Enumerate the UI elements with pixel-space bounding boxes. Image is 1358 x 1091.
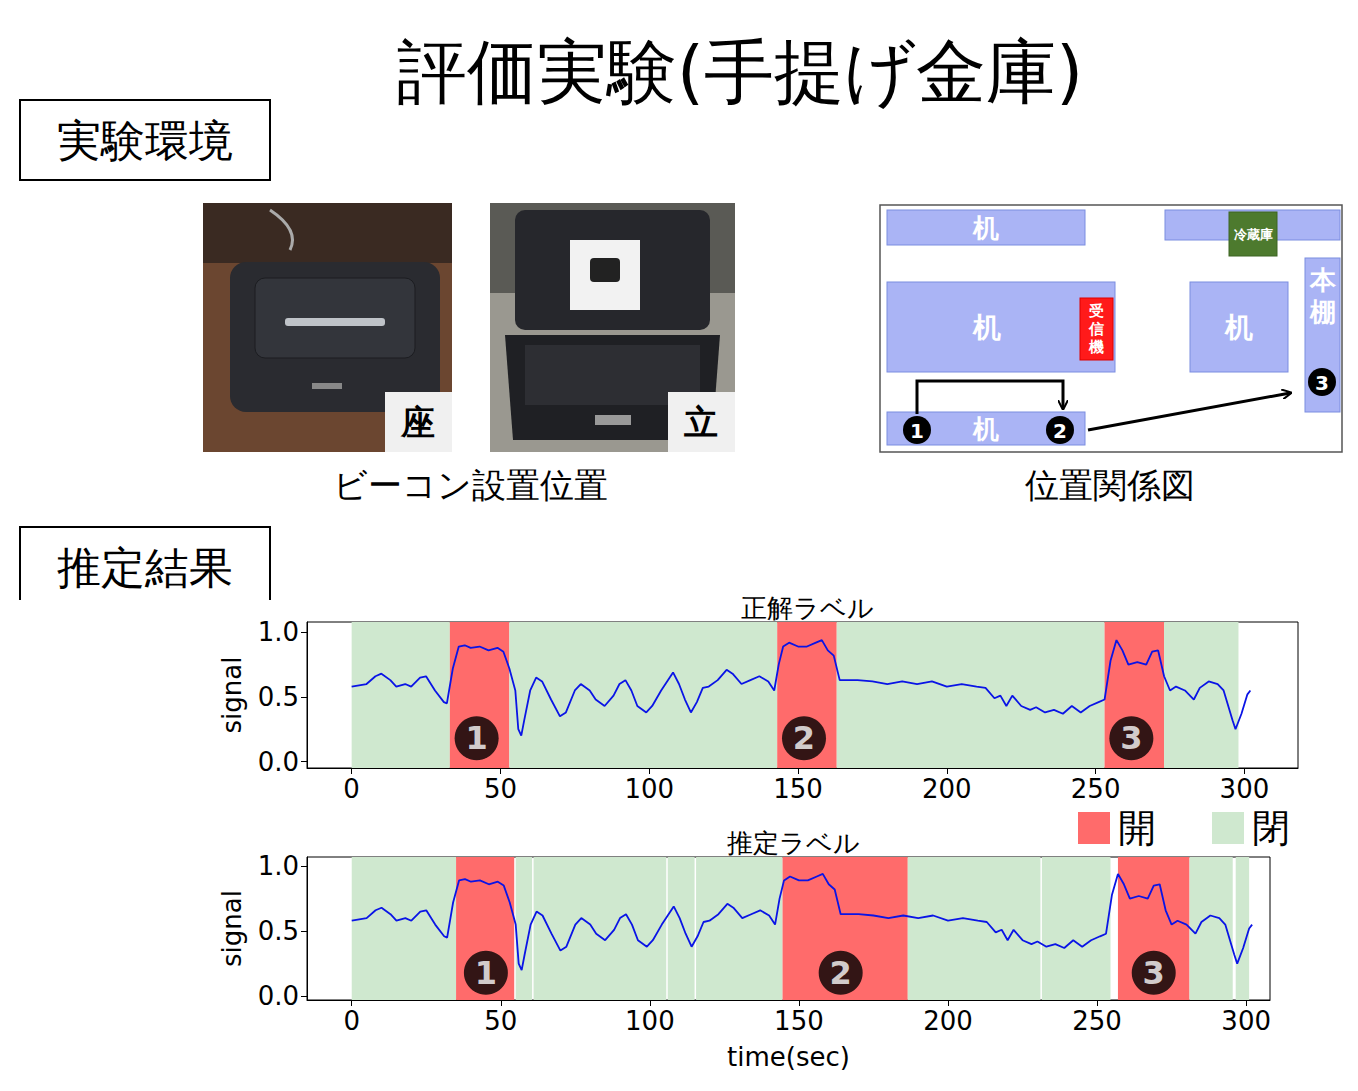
svg-text:推定結果: 推定結果 <box>57 542 233 593</box>
svg-text:本: 本 <box>1309 265 1337 295</box>
svg-text:300: 300 <box>1221 1006 1271 1036</box>
svg-text:1: 1 <box>475 954 497 992</box>
svg-text:signal: signal <box>217 890 247 967</box>
svg-text:立: 立 <box>683 402 718 442</box>
svg-text:50: 50 <box>484 1006 517 1036</box>
html-text:開: 開 <box>1118 806 1156 850</box>
svg-text:300: 300 <box>1220 774 1270 804</box>
svg-text:1.0: 1.0 <box>258 851 299 881</box>
svg-text:250: 250 <box>1071 774 1121 804</box>
svg-text:机: 机 <box>972 311 1001 344</box>
svg-text:棚: 棚 <box>1309 297 1336 327</box>
svg-text:冷蔵庫: 冷蔵庫 <box>1234 227 1273 242</box>
svg-text:座: 座 <box>400 402 435 442</box>
svg-text:机: 机 <box>1224 311 1253 344</box>
svg-text:受: 受 <box>1088 302 1104 320</box>
svg-text:150: 150 <box>773 774 823 804</box>
svg-text:正解ラベル: 正解ラベル <box>741 593 874 623</box>
svg-text:200: 200 <box>922 774 972 804</box>
svg-text:ビーコン設置位置: ビーコン設置位置 <box>333 465 608 505</box>
svg-text:3: 3 <box>1143 954 1165 992</box>
svg-text:0.0: 0.0 <box>258 981 299 1011</box>
svg-text:机: 机 <box>972 213 999 243</box>
svg-text:1: 1 <box>910 419 924 443</box>
svg-text:1: 1 <box>465 719 487 757</box>
svg-text:signal: signal <box>217 657 247 734</box>
svg-text:3: 3 <box>1315 371 1329 395</box>
html-text:閉: 閉 <box>1252 806 1290 850</box>
svg-text:0.0: 0.0 <box>258 747 299 777</box>
svg-text:150: 150 <box>774 1006 824 1036</box>
svg-text:1.0: 1.0 <box>258 617 299 647</box>
svg-text:0.5: 0.5 <box>258 682 299 712</box>
svg-text:250: 250 <box>1072 1006 1122 1036</box>
svg-text:50: 50 <box>484 774 517 804</box>
svg-text:2: 2 <box>830 954 852 992</box>
svg-text:time(sec): time(sec) <box>727 1042 850 1072</box>
svg-text:位置関係図: 位置関係図 <box>1025 465 1195 505</box>
svg-text:0: 0 <box>343 1006 360 1036</box>
svg-text:0: 0 <box>343 774 360 804</box>
svg-text:信: 信 <box>1088 320 1104 338</box>
svg-text:200: 200 <box>923 1006 973 1036</box>
svg-text:2: 2 <box>793 719 815 757</box>
svg-text:100: 100 <box>625 1006 675 1036</box>
svg-text:機: 機 <box>1088 338 1104 356</box>
svg-text:評価実験(手提げ金庫): 評価実験(手提げ金庫) <box>397 31 1084 113</box>
svg-text:推定ラベル: 推定ラベル <box>727 828 860 858</box>
svg-text:0.5: 0.5 <box>258 916 299 946</box>
svg-text:3: 3 <box>1120 719 1142 757</box>
svg-text:机: 机 <box>972 414 999 444</box>
svg-text:2: 2 <box>1053 419 1067 443</box>
svg-text:実験環境: 実験環境 <box>57 115 233 166</box>
svg-text:100: 100 <box>624 774 674 804</box>
